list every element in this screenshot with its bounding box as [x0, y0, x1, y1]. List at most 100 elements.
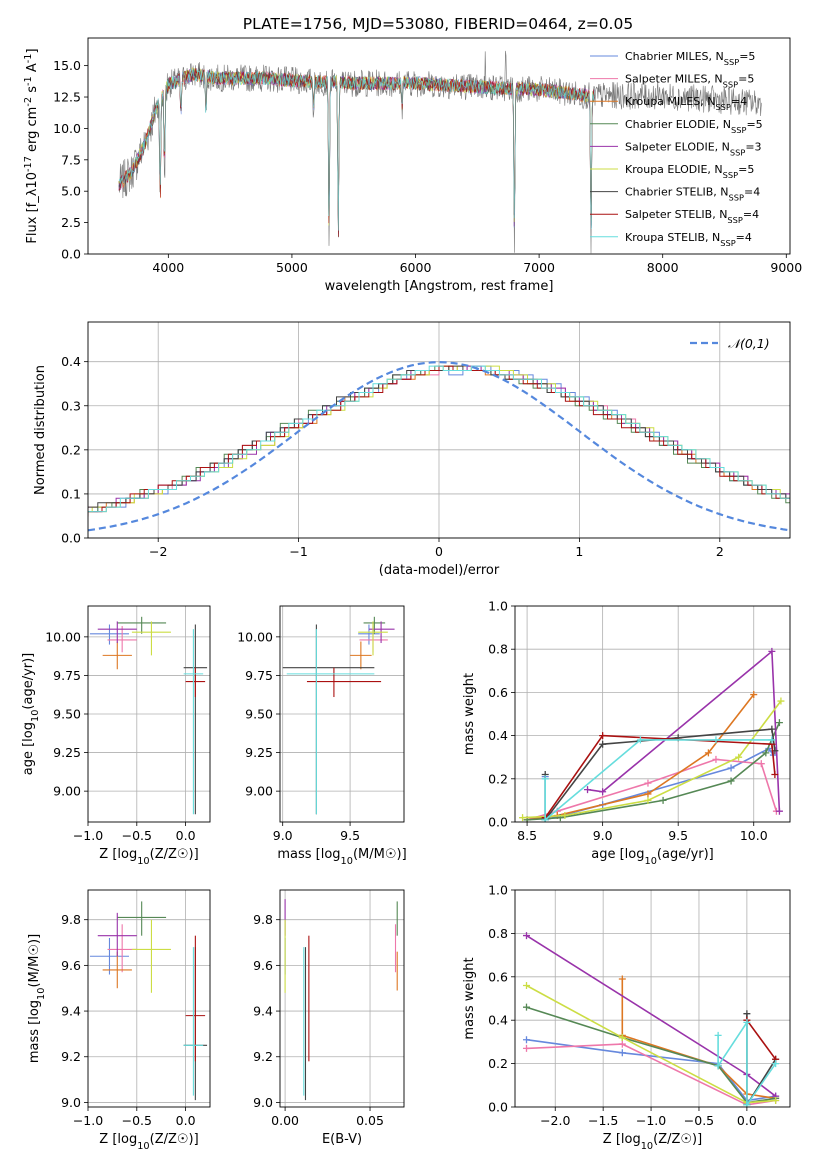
age_vs_Z-plot-area	[88, 606, 210, 822]
weight-marker	[777, 697, 785, 705]
mass_vs_ebv-ytick-label: 9.2	[253, 1049, 273, 1064]
weight-marker	[599, 732, 607, 740]
mass_vs_Z-xtick-label: −0.5	[122, 1113, 152, 1128]
residuals-xtick-label: −1	[289, 544, 307, 559]
mass_vs_Z-ylabel: mass [log10(M/M☉)]	[27, 934, 47, 1063]
residuals-xtick-label: −2	[149, 544, 167, 559]
mass_vs_Z-panel: −1.0 −0.5 0.0 9.0 9.2 9.4 9.6 9.8 Z [log10(Z/Z☉)…	[27, 889, 211, 1152]
mass_vs_ebv-ytick-label: 9.6	[253, 958, 273, 973]
weight_vs_age-ylabel: mass weight	[462, 673, 477, 755]
age_vs_mass-xtick-label: 9.5	[340, 828, 360, 843]
weight-marker	[727, 777, 735, 785]
legend-label-2: Kroupa MILES, NSSP=4	[625, 95, 747, 112]
residuals-ytick-label: 0.1	[61, 486, 81, 501]
mass_vs_ebv-ytick-label: 9.0	[253, 1095, 273, 1110]
weight-marker	[743, 1101, 751, 1107]
spectrum-xlabel: wavelength [Angstrom, rest frame]	[325, 279, 554, 294]
residuals-ylabel: Normed distribution	[33, 365, 48, 495]
hist-7	[88, 365, 790, 517]
weight-marker	[522, 1036, 530, 1044]
residuals-xlabel: (data-model)/error	[379, 563, 500, 578]
weight-marker	[757, 760, 765, 768]
spectrum-ytick-label: 12.5	[53, 90, 81, 105]
residuals-xtick-label: 1	[575, 544, 583, 559]
mass_vs_ebv-ytick-label: 9.4	[253, 1004, 273, 1019]
weight-marker	[541, 775, 549, 783]
spectrum-ytick-label: 10.0	[53, 121, 81, 136]
weight_vs_age-ytick-label: 0.6	[488, 685, 508, 700]
weight_vs_Z-ytick-label: 0.6	[488, 969, 508, 984]
weight_vs_Z-xtick-label: 0.0	[737, 1113, 757, 1128]
weight-marker	[599, 788, 607, 796]
spectrum-xtick-label: 7000	[523, 260, 555, 275]
weight-marker	[775, 807, 783, 815]
mass_vs_ebv-xlabel: E(B-V)	[322, 1132, 362, 1147]
spectrum-xtick-label: 9000	[770, 260, 802, 275]
mass_vs_ebv-xtick-label: 0.00	[271, 1113, 299, 1128]
weight-marker	[750, 691, 758, 699]
spectrum-panel: 4000 5000 6000 7000 8000 9000 0.0 2.5 5.0 7.5 10.0…	[23, 37, 802, 294]
age_vs_Z-xtick-label: −1.0	[73, 828, 103, 843]
spectrum-xtick-label: 6000	[400, 260, 432, 275]
hist-3	[88, 365, 790, 513]
weight-marker	[644, 779, 652, 787]
weight_vs_age-panel: 8.5 9.0 9.5 10.0 0.0 0.2 0.4 0.6 0.8 1.0 age [log1…	[462, 599, 791, 867]
weight-marker	[768, 736, 776, 744]
weight-marker	[599, 740, 607, 748]
hist-6	[88, 365, 790, 508]
mass_vs_Z-ytick-label: 9.6	[61, 958, 81, 973]
weight_vs_Z-ytick-label: 0.0	[488, 1100, 508, 1115]
spectrum-ytick-label: 2.5	[61, 215, 81, 230]
weight_vs_Z-frame	[514, 889, 791, 1108]
age_vs_Z-ytick-label: 9.25	[53, 745, 81, 760]
residuals-ytick-label: 0.0	[61, 531, 81, 546]
weight-line-1	[526, 1043, 776, 1106]
hist-1	[88, 365, 790, 517]
weight-marker	[772, 1060, 780, 1068]
weight-line-4	[587, 649, 781, 812]
weight_vs_Z-panel: −2.0 −1.5 −1.0 −0.5 0.0 0.0 0.2 0.4 0.6 0.8 1.0 Z […	[462, 883, 791, 1152]
mass_vs_Z-ytick-label: 9.4	[61, 1004, 81, 1019]
weight_vs_age-xtick-label: 8.5	[517, 828, 537, 843]
weight-marker	[618, 1049, 626, 1057]
weight-marker	[561, 812, 569, 820]
weight-marker	[712, 755, 720, 763]
age_vs_Z-ytick-label: 9.50	[53, 707, 81, 722]
legend-gaussian-label: 𝒩(0,1)	[728, 336, 770, 351]
weight-line-7	[544, 734, 776, 819]
weight-marker	[704, 749, 712, 757]
legend-label-6: Chabrier STELIB, NSSP=4	[625, 186, 760, 203]
residuals-xtick-label: 2	[716, 544, 724, 559]
legend-label-4: Salpeter ELODIE, NSSP=3	[625, 140, 762, 157]
weight-marker	[618, 1034, 626, 1042]
spectrum-ylabel: Flux [f_λ10-17 erg cm-2 s-1 A-1]	[23, 48, 41, 243]
weight_vs_Z-xtick-label: −1.5	[588, 1113, 618, 1128]
weight_vs_Z-ytick-label: 0.8	[488, 926, 508, 941]
mass_vs_ebv-frame	[279, 889, 405, 1108]
residuals-ytick-label: 0.3	[61, 398, 81, 413]
spectrum-ytick-label: 5.0	[61, 184, 81, 199]
weight-line-7	[746, 1019, 777, 1060]
mass_vs_ebv-xtick-label: 0.05	[356, 1113, 384, 1128]
mass_vs_Z-frame	[87, 889, 211, 1108]
residuals-xtick-label: 0	[435, 544, 443, 559]
weight-marker	[762, 749, 770, 757]
weight_vs_Z-ytick-label: 0.2	[488, 1056, 508, 1071]
age_vs_mass-ytick-label: 10.00	[237, 629, 273, 644]
weight-marker	[735, 753, 743, 761]
weight_vs_Z-xlabel: Z [log10(Z/Z☉)]	[603, 1132, 702, 1152]
mass_vs_Z-ytick-label: 9.2	[61, 1049, 81, 1064]
hist-4	[88, 365, 790, 517]
spectrum-xtick-label: 4000	[152, 260, 184, 275]
weight_vs_Z-ytick-label: 0.4	[488, 1013, 508, 1028]
mass_vs_Z-xtick-label: −1.0	[73, 1113, 103, 1128]
weight-marker	[768, 725, 776, 733]
age_vs_mass-plot-area	[280, 606, 404, 822]
weight_vs_Z-xtick-label: −1.0	[636, 1113, 666, 1128]
model-spectrum-8	[118, 68, 595, 231]
weight-marker	[768, 647, 776, 655]
weight-line-5	[522, 700, 782, 819]
weight-line-5	[526, 984, 776, 1104]
age_vs_mass-ytick-label: 9.75	[245, 668, 273, 683]
